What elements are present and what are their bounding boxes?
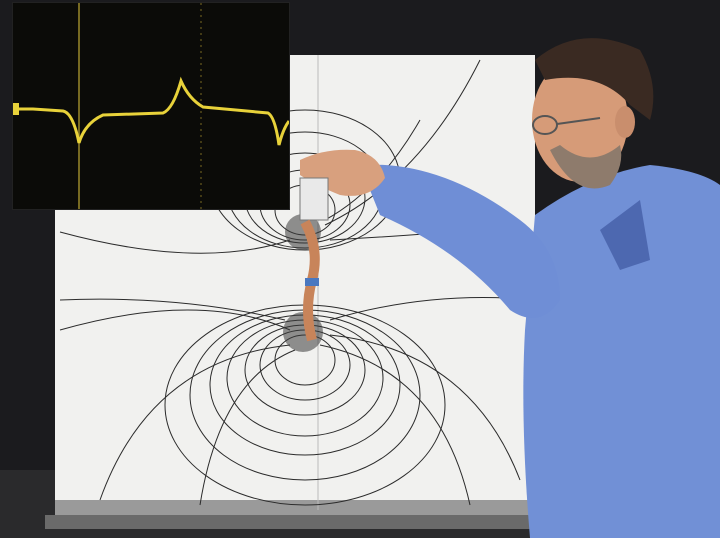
presenter xyxy=(300,38,720,538)
coil-probe xyxy=(299,177,329,342)
oscilloscope-trace xyxy=(13,3,291,209)
oscilloscope-inset xyxy=(12,2,291,210)
